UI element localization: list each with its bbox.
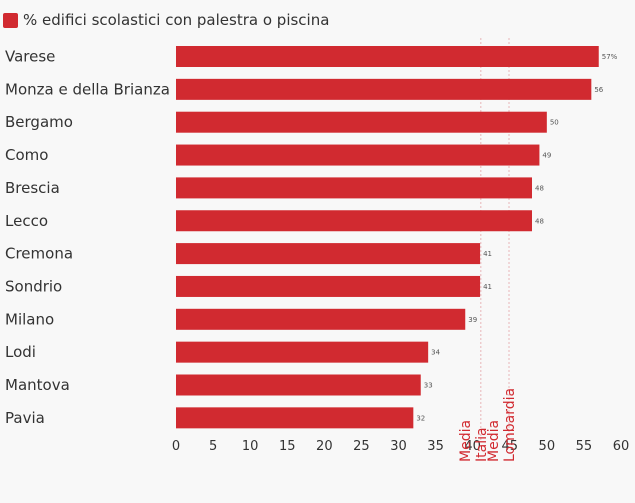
value-label: 41 [483, 283, 492, 291]
value-label: 50 [550, 119, 559, 127]
bar-mantova [176, 374, 421, 396]
bar-lodi [176, 341, 429, 363]
value-label: 41 [483, 250, 492, 258]
bar-bergamo [176, 111, 547, 133]
value-label: 34 [431, 349, 440, 357]
reference-label-media-lombardia: MediaLombardia [486, 388, 518, 462]
category-label: Lodi [5, 343, 36, 361]
reference-label-media-italia: MediaItalia [458, 420, 490, 462]
value-label: 32 [416, 414, 425, 422]
category-label: Varese [5, 48, 55, 66]
x-tick-label: 55 [576, 439, 593, 454]
category-label: Milano [5, 310, 54, 328]
category-label: Lecco [5, 212, 48, 230]
x-tick-label: 45 [501, 439, 518, 454]
value-label: 48 [535, 217, 544, 225]
value-label: 39 [468, 316, 477, 324]
legend: % edifici scolastici con palestra o pisc… [3, 10, 329, 30]
category-label: Como [5, 146, 48, 164]
x-tick-label: 50 [539, 439, 556, 454]
category-label: Brescia [5, 179, 60, 197]
bar-brescia [176, 177, 532, 199]
legend-swatch [3, 12, 18, 28]
category-label: Sondrio [5, 277, 62, 295]
bar-cremona [176, 243, 481, 265]
x-tick-label: 5 [209, 439, 217, 454]
x-tick-label: 35 [427, 439, 444, 454]
category-label: Mantova [5, 376, 70, 394]
value-labels: 57% 56 50 49 48 48 41 41 39 34 33 32 [416, 53, 617, 422]
x-axis-ticks: 0 5 10 15 20 25 30 35 40 45 50 55 60 [172, 439, 629, 454]
bar-lecco [176, 210, 532, 232]
x-tick-label: 10 [242, 439, 259, 454]
bars [176, 46, 599, 429]
x-tick-label: 25 [353, 439, 370, 454]
bar-milano [176, 308, 466, 330]
x-tick-label: 60 [613, 439, 630, 454]
value-label: 56 [594, 86, 603, 94]
category-label: Bergamo [5, 113, 73, 131]
value-label: 33 [424, 382, 433, 390]
x-tick-label: 30 [390, 439, 407, 454]
x-tick-label: 15 [279, 439, 296, 454]
category-labels: Varese Monza e della Brianza Bergamo Como Br… [5, 48, 170, 427]
bar-pavia [176, 407, 414, 429]
category-label: Pavia [5, 409, 45, 427]
bar-varese [176, 46, 599, 67]
bar-como [176, 144, 540, 166]
legend-label: % edifici scolastici con palestra o pisc… [23, 11, 330, 29]
reference-lines [480, 38, 510, 440]
value-label: 49 [542, 152, 551, 160]
bar-monza-e-della-brianza [176, 78, 592, 100]
category-label: Monza e della Brianza [5, 80, 170, 98]
category-label: Cremona [5, 245, 73, 263]
x-tick-label: 40 [464, 439, 481, 454]
x-tick-label: 20 [316, 439, 333, 454]
bar-sondrio [176, 275, 481, 297]
value-label: 48 [535, 184, 544, 192]
x-tick-label: 0 [172, 439, 180, 454]
value-label: 57% [602, 53, 618, 61]
